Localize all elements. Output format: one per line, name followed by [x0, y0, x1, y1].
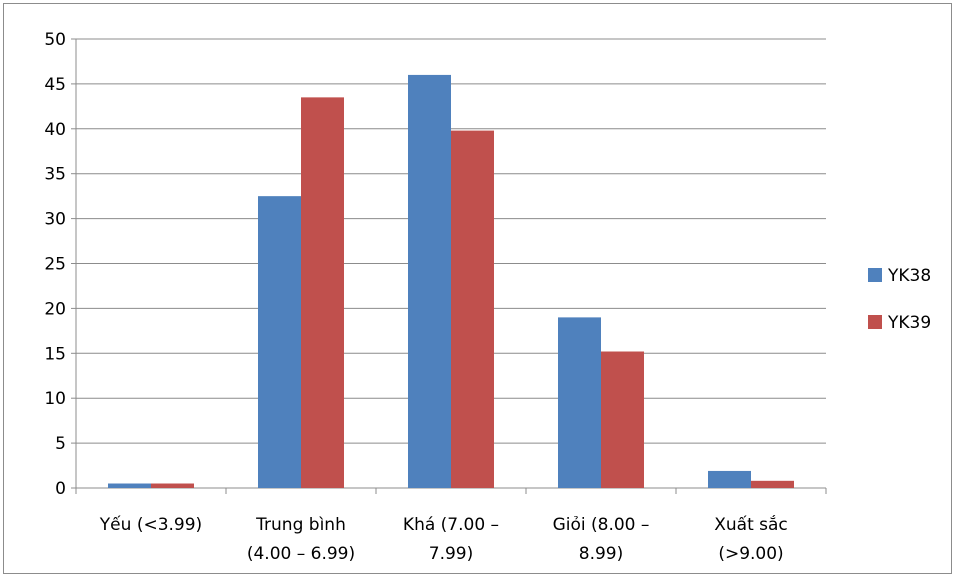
x-category-label: Khá (7.00 – [403, 515, 499, 535]
bar-yk39 [451, 130, 494, 488]
y-tick-label: 40 [44, 120, 66, 140]
bar-yk39 [751, 480, 794, 488]
x-category-label: (>9.00) [718, 544, 783, 564]
bar-yk38 [408, 74, 451, 489]
y-tick-label: 15 [44, 344, 66, 364]
legend-label-yk38: YK38 [887, 266, 931, 286]
y-tick-label: 35 [44, 165, 66, 185]
bar-yk38 [108, 483, 151, 488]
x-category-label: Giỏi (8.00 – [553, 515, 650, 535]
legend-label-yk39: YK39 [887, 313, 931, 333]
x-category-label: (4.00 – 6.99) [247, 544, 355, 564]
y-tick-label: 50 [44, 30, 66, 50]
bar-yk39 [601, 351, 644, 488]
bar-yk39 [301, 97, 344, 489]
y-tick-label: 25 [44, 255, 66, 275]
y-tick-label: 10 [44, 389, 66, 409]
bar-yk38 [258, 196, 301, 488]
x-category-label: Yếu (<3.99) [99, 514, 202, 535]
x-category-label: 7.99) [429, 544, 473, 564]
x-category-label: Trung bình [255, 515, 346, 535]
x-category-label: Xuất sắc [714, 514, 788, 535]
y-tick-label: 20 [44, 299, 66, 319]
bar-yk38 [558, 317, 601, 488]
legend-swatch-yk39 [868, 315, 882, 329]
x-category-label: 8.99) [579, 544, 623, 564]
y-tick-label: 30 [44, 210, 66, 230]
y-tick-label: 45 [44, 75, 66, 95]
y-tick-label: 0 [55, 479, 66, 499]
bar-yk38 [708, 470, 751, 488]
bar-yk39 [151, 483, 194, 488]
y-tick-label: 5 [55, 434, 66, 454]
legend-swatch-yk38 [868, 268, 882, 282]
